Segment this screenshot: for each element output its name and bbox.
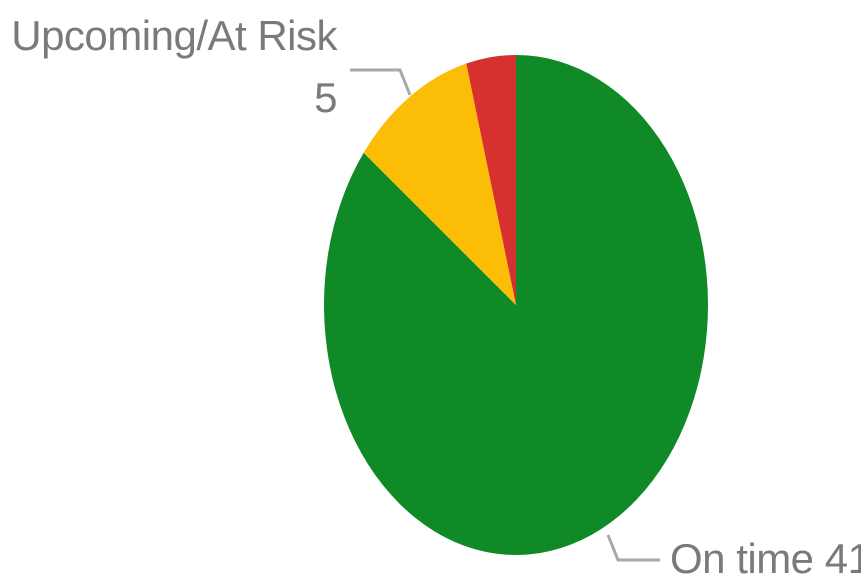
leader-line-upcoming [350,68,412,96]
pie-slice-overdue [466,55,516,305]
slice-labels: Upcoming/At Risk 5 On time 41 [11,12,861,580]
label-upcoming-at-risk-value: 5 [314,74,337,121]
label-upcoming-at-risk: Upcoming/At Risk [11,12,338,59]
leader-lines [350,68,660,562]
pie-slice-upcoming-at-risk [363,63,516,306]
leader-line-on-time [606,534,660,562]
pie-slices [324,55,708,555]
label-on-time: On time 41 [670,535,861,580]
